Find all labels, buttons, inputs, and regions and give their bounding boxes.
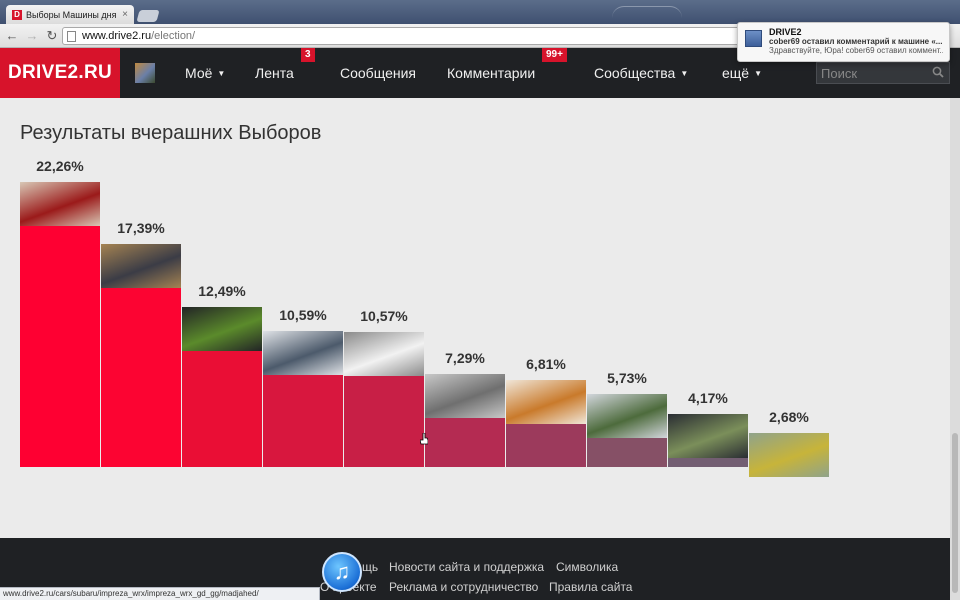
- car-photo[interactable]: [344, 332, 424, 376]
- main-content: Результаты вчерашних Выборов 22,26% 17,39…: [0, 98, 950, 538]
- car-photo[interactable]: [101, 244, 181, 288]
- result-bar: [20, 226, 100, 467]
- status-bar-url: www.drive2.ru/cars/subaru/impreza_wrx/im…: [0, 587, 320, 600]
- car-photo[interactable]: [668, 414, 748, 458]
- car-photo[interactable]: [263, 331, 343, 375]
- result-column[interactable]: 6,81%: [506, 98, 586, 467]
- car-photo[interactable]: [182, 307, 262, 351]
- nav-more-label: ещё: [722, 65, 750, 81]
- page-title: Результаты вчерашних Выборов: [20, 122, 322, 144]
- user-avatar[interactable]: [135, 63, 155, 83]
- car-photo[interactable]: [506, 380, 586, 424]
- browser-tabstrip: D Выборы Машины дня ×: [0, 0, 960, 24]
- search-icon[interactable]: [932, 66, 944, 78]
- notification-body: Здравствуйте, Юра! cober69 оставил комме…: [769, 46, 943, 55]
- site-header: DRIVE2.RU Моё ▼ Лента 3 Сообщения Коммент…: [0, 48, 960, 98]
- result-column[interactable]: 4,17%: [668, 98, 748, 467]
- result-column[interactable]: 10,57%: [344, 98, 424, 467]
- nav-comments-label: Комментарии: [447, 65, 536, 81]
- nav-communities-label: Сообщества: [594, 65, 676, 81]
- drive2-favicon-icon: D: [12, 9, 22, 20]
- tab-close-icon[interactable]: ×: [122, 9, 128, 20]
- footer-link-rules[interactable]: Правила сайта: [549, 580, 633, 594]
- search-input[interactable]: Поиск: [816, 62, 950, 84]
- car-photo[interactable]: [20, 182, 100, 226]
- tab-title: Выборы Машины дня: [26, 9, 117, 20]
- page-icon: [67, 30, 76, 42]
- car-photo[interactable]: [425, 374, 505, 418]
- result-percent-label: 10,57%: [360, 308, 408, 324]
- footer-link-symbols[interactable]: Символика: [556, 560, 619, 574]
- scrollbar[interactable]: [950, 98, 960, 600]
- chevron-down-icon: ▼: [217, 68, 226, 78]
- nav-messages[interactable]: Сообщения: [340, 48, 416, 98]
- result-column[interactable]: 5,73%: [587, 98, 667, 467]
- search-placeholder: Поиск: [821, 65, 858, 81]
- result-percent-label: 5,73%: [607, 370, 647, 386]
- footer-link-ads[interactable]: Реклама и сотрудничество: [389, 580, 539, 594]
- notification-title: cober69 оставил комментарий к машине «..…: [769, 37, 943, 46]
- nav-my[interactable]: Моё ▼: [185, 48, 225, 98]
- feed-count-badge: 3: [301, 48, 315, 62]
- browser-tab[interactable]: D Выборы Машины дня ×: [6, 5, 134, 24]
- result-bar: [425, 418, 505, 467]
- result-percent-label: 7,29%: [445, 350, 485, 366]
- result-percent-label: 12,49%: [198, 283, 246, 299]
- result-bar: [668, 458, 748, 467]
- result-percent-label: 4,17%: [688, 390, 728, 406]
- nav-feed-label: Лента: [255, 65, 294, 81]
- election-results-chart: 22,26% 17,39% 12,49% 10,59% 10,57% 7,29% 6,81%…: [0, 98, 950, 538]
- result-column[interactable]: 10,59%: [263, 98, 343, 467]
- result-bar: [587, 438, 667, 467]
- nav-messages-label: Сообщения: [340, 65, 416, 81]
- url-path: /election/: [151, 30, 196, 42]
- result-percent-label: 17,39%: [117, 220, 165, 236]
- forward-arrow-icon[interactable]: →: [25, 28, 39, 43]
- result-bar: [101, 288, 181, 467]
- footer-link-news[interactable]: Новости сайта и поддержка: [389, 560, 545, 574]
- car-silhouette-icon: [612, 6, 682, 18]
- notification-toast[interactable]: DRIVE2 cober69 оставил комментарий к маш…: [737, 22, 950, 62]
- car-photo[interactable]: [749, 433, 829, 477]
- notification-app: DRIVE2: [769, 27, 802, 37]
- nav-communities[interactable]: Сообщества ▼: [594, 48, 688, 98]
- car-photo[interactable]: [587, 394, 667, 438]
- drive2-logo[interactable]: DRIVE2.RU: [0, 48, 120, 98]
- footer-link-help[interactable]: щь: [362, 560, 379, 574]
- result-percent-label: 6,81%: [526, 356, 566, 372]
- result-percent-label: 22,26%: [36, 158, 84, 174]
- nav-comments[interactable]: Комментарии: [447, 48, 535, 98]
- new-tab-button[interactable]: [136, 10, 160, 22]
- result-bar: [182, 351, 262, 467]
- result-percent-label: 2,68%: [769, 409, 809, 425]
- result-bar: [344, 376, 424, 467]
- hand-cursor-icon: [420, 433, 428, 445]
- nav-my-label: Моё: [185, 65, 213, 81]
- result-column[interactable]: 22,26%: [20, 98, 100, 467]
- address-bar[interactable]: www.drive2.ru/election/: [62, 27, 942, 45]
- notification-app-icon: [745, 30, 762, 47]
- result-column[interactable]: 12,49%: [182, 98, 262, 467]
- nav-feed[interactable]: Лента: [255, 48, 294, 98]
- result-column[interactable]: 2,68%: [749, 98, 829, 477]
- scrollbar-thumb[interactable]: [952, 433, 958, 593]
- reload-icon[interactable]: ↻: [46, 27, 58, 43]
- result-column[interactable]: 7,29%: [425, 98, 505, 467]
- result-bar: [506, 424, 586, 467]
- url-host: www.drive2.ru: [82, 30, 152, 42]
- comments-count-badge: 99+: [542, 48, 567, 62]
- nav-more[interactable]: ещё ▼: [722, 48, 762, 98]
- result-column[interactable]: 17,39%: [101, 98, 181, 467]
- chevron-down-icon: ▼: [680, 68, 689, 78]
- back-arrow-icon[interactable]: ←: [5, 28, 19, 43]
- itunes-icon[interactable]: ♫: [322, 552, 362, 592]
- result-percent-label: 10,59%: [279, 307, 327, 323]
- chevron-down-icon: ▼: [754, 68, 763, 78]
- result-bar: [263, 375, 343, 467]
